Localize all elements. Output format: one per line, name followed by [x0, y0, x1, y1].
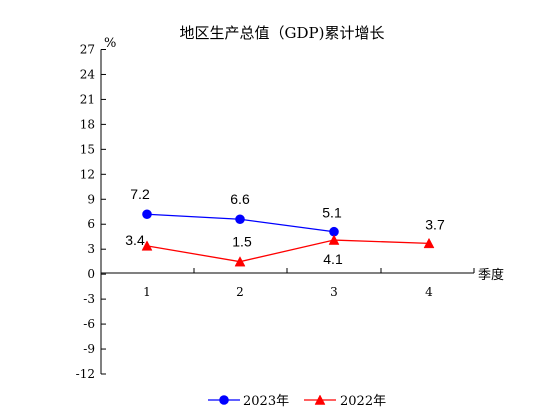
y-axis-unit-label: % [104, 36, 116, 51]
y-tick-label: -9 [83, 342, 95, 356]
series-group [141, 209, 435, 267]
legend-marker [314, 394, 326, 405]
y-tick-label: 27 [80, 43, 95, 57]
x-tick-label: 1 [143, 285, 151, 299]
x-tick-label: 2 [236, 285, 244, 299]
y-tick-label: 0 [87, 267, 95, 281]
legend-marker [219, 395, 229, 405]
data-label: 1.5 [232, 234, 252, 250]
data-point-marker [328, 234, 340, 245]
legend-label: 2022年 [340, 394, 386, 409]
data-point-marker [141, 240, 153, 251]
y-tick-label: 15 [80, 142, 95, 156]
y-tick-label: -3 [83, 292, 95, 306]
x-axis-label: 季度 [478, 267, 504, 283]
data-label: 7.2 [130, 186, 150, 202]
data-label: 4.1 [323, 251, 343, 267]
legend: 2023年 2022年 [208, 394, 386, 409]
y-tick-label: 12 [80, 167, 95, 181]
y-tick-label: 18 [80, 117, 95, 131]
data-label: 3.4 [125, 232, 145, 248]
y-tick-label: 21 [80, 92, 95, 106]
data-labels-group: 7.2 6.6 5.1 3.4 1.5 4.1 3.7 [125, 186, 445, 267]
data-point-marker [142, 209, 152, 220]
series-line-1 [146, 239, 430, 263]
data-label: 3.7 [425, 216, 445, 232]
data-label: 5.1 [322, 205, 342, 221]
y-tick-label: 6 [87, 217, 95, 231]
chart-title: 地区生产总值（GDP)累计增长 [180, 24, 385, 42]
data-point-marker [423, 237, 435, 249]
y-tick-label: 9 [87, 192, 95, 206]
x-tick-label: 4 [425, 285, 433, 299]
y-tick-label: -6 [83, 317, 95, 331]
data-label: 6.6 [230, 191, 250, 207]
data-point-marker [234, 256, 246, 267]
y-tick-label: -12 [76, 367, 95, 381]
y-tick-label: 24 [80, 67, 96, 81]
legend-label: 2023年 [243, 394, 289, 409]
y-tick-label: 3 [87, 242, 95, 256]
data-point-marker [235, 214, 245, 225]
x-tick-label: 3 [330, 285, 338, 299]
